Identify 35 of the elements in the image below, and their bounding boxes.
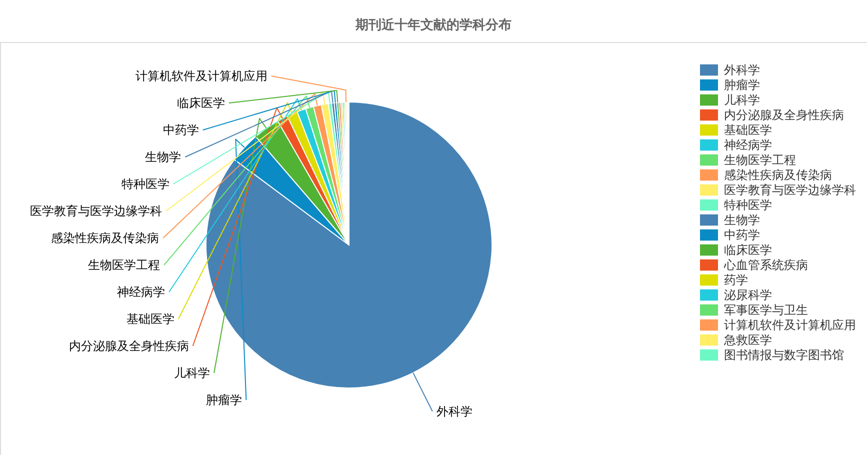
data-label: 神经病学 [117,285,166,299]
legend-label: 中药学 [724,228,760,242]
legend-label: 内分泌腺及全身性疾病 [724,108,844,122]
legend-label: 生物学 [724,213,760,227]
legend-label: 计算机软件及计算机应用 [724,318,856,332]
legend-label: 儿科学 [724,93,760,107]
legend-label: 特种医学 [724,198,772,212]
data-label: 中药学 [162,123,199,137]
legend-label: 神经病学 [724,138,772,152]
legend-label: 感染性疾病及传染病 [724,168,832,182]
legend-label: 外科学 [724,63,760,77]
data-label: 儿科学 [174,366,210,380]
data-label: 肿瘤学 [206,393,242,407]
legend-label: 泌尿科学 [724,288,772,302]
legend-label: 医学教育与医学边缘学科 [724,183,856,197]
data-label: 计算机软件及计算机应用 [135,69,268,83]
legend-label: 生物医学工程 [724,153,796,167]
legend-label: 肿瘤学 [724,78,760,92]
data-label: 基础医学 [126,312,174,326]
legend-label: 图书情报与数字图书馆 [724,348,844,362]
data-label: 生物学 [145,150,182,164]
legend-label: 心血管系统疾病 [723,258,808,272]
data-label: 医学教育与医学边缘学科 [30,204,162,218]
legend-label: 急救医学 [723,333,772,347]
data-label: 特种医学 [121,177,170,191]
data-label: 感染性疾病及传染病 [51,231,160,245]
legend-label: 基础医学 [724,123,772,137]
legend-label: 临床医学 [724,243,772,257]
data-label: 生物医学工程 [88,258,160,272]
legend-label: 军事医学与卫生 [724,303,808,317]
chart-title: 期刊近十年文献的学科分布 [354,17,512,33]
data-label: 临床医学 [176,96,225,110]
data-label: 内分泌腺及全身性疾病 [68,339,189,353]
data-label: 外科学 [436,404,472,418]
legend-label: 药学 [724,273,748,287]
